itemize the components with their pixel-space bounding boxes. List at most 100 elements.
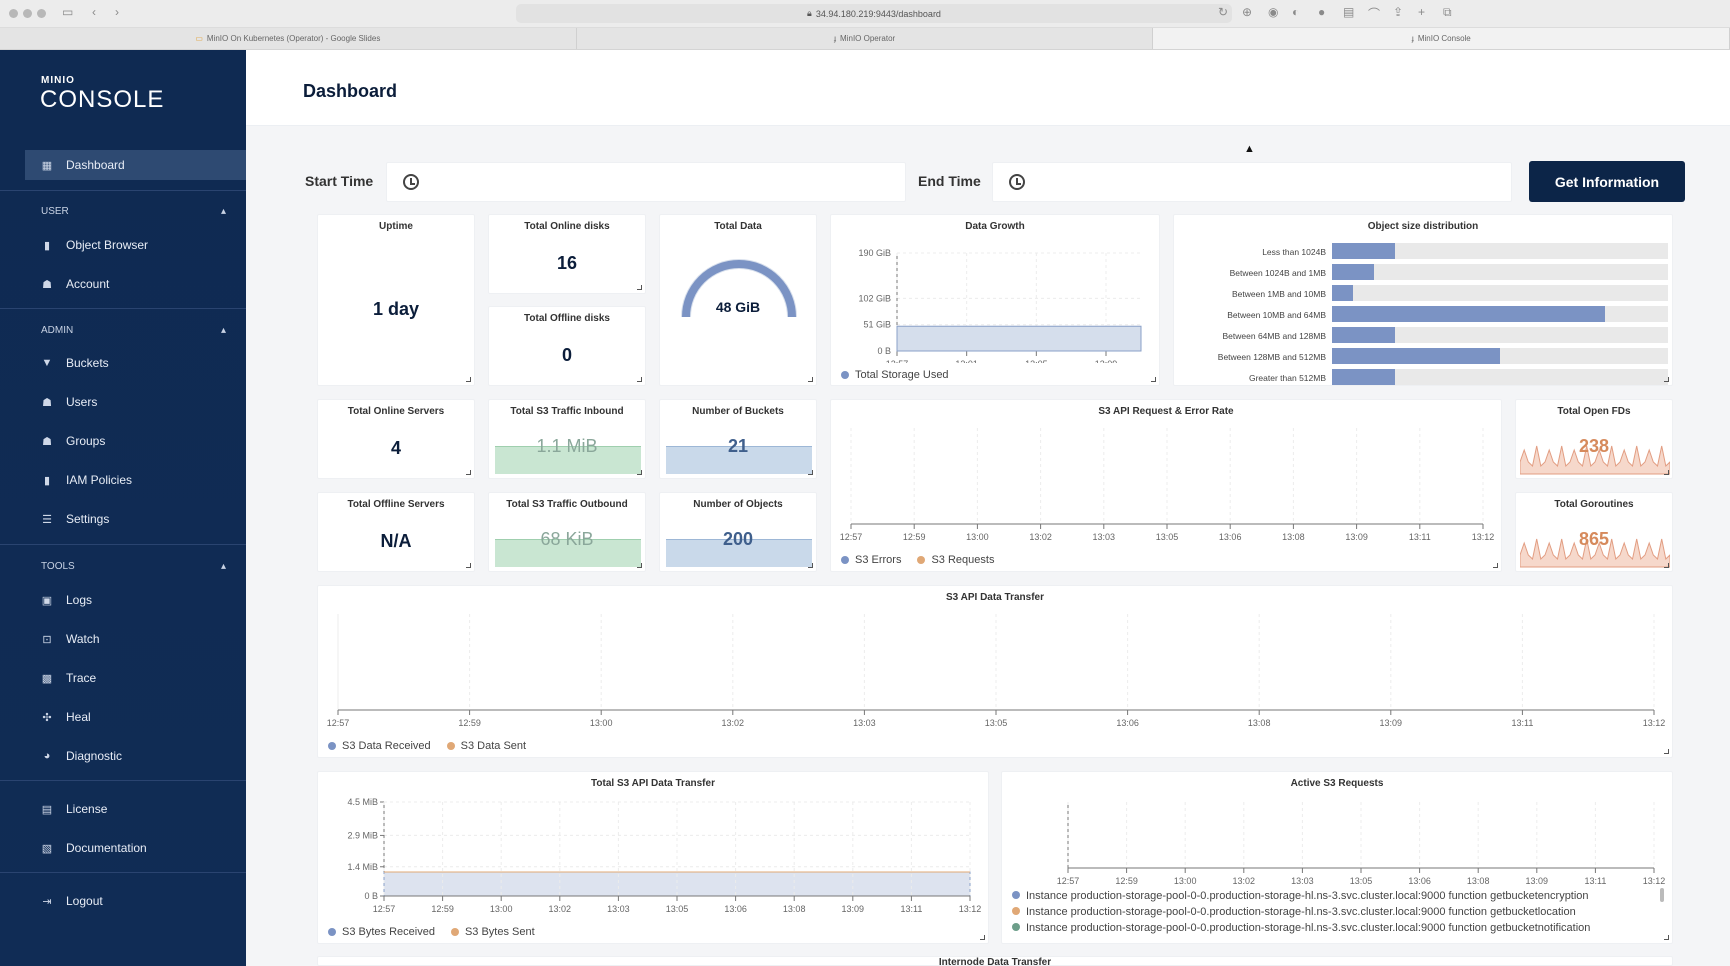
sidebar-item-diagnostic[interactable]: ◕ Diagnostic [25, 741, 246, 771]
sidebar: MINIO CONSOLE ▦ Dashboard USER ▴ ▮ Object … [0, 50, 246, 966]
section-admin[interactable]: ADMIN ▴ [41, 325, 226, 336]
data-growth-card: Data Growth 190 GiB 102 GiB 51 GiB 0 B 12:57… [830, 214, 1160, 386]
resize-handle[interactable] [466, 563, 471, 568]
legend-item[interactable]: S3 Data Received [328, 740, 431, 752]
download-icon[interactable]: ⊕ [1242, 5, 1253, 19]
file-icon: ▮ [43, 239, 51, 252]
card-title: Total Online Servers [347, 406, 445, 417]
groups-icon: ☗ [42, 435, 52, 448]
active-requests-card: Active S3 Requests 12:57 12:59 13:00 13:02 1… [1001, 771, 1673, 944]
sidebar-item-groups[interactable]: ☗ Groups [25, 426, 246, 456]
extension-icon[interactable]: ⌒ [1368, 7, 1381, 21]
resize-handle[interactable] [466, 470, 471, 475]
sidebar-item-object-browser[interactable]: ▮ Object Browser [25, 230, 246, 260]
x-tick-label: 13:05 [985, 718, 1008, 728]
sidebar-item-trace[interactable]: ▩ Trace [41, 671, 97, 685]
resize-handle[interactable] [808, 563, 813, 568]
x-tick-label: 13:02 [1233, 876, 1256, 886]
extension-icon[interactable]: ● [1318, 5, 1326, 19]
bar [1332, 306, 1605, 322]
x-tick-label: 12:59 [1115, 876, 1138, 886]
section-user[interactable]: USER ▴ [41, 206, 226, 217]
legend-item[interactable]: S3 Data Sent [446, 740, 526, 752]
browser-titlebar: ▭ ‹ › 🔒︎ 34.94.180.219:9443/dashboard ↻ … [0, 0, 1730, 28]
close-window-dot[interactable] [9, 9, 18, 18]
extension-icon[interactable]: ◉ [1268, 5, 1279, 19]
x-tick-label: 12:59 [458, 718, 481, 728]
sidebar-item-dashboard[interactable]: ▦ Dashboard [25, 150, 246, 180]
sidebar-toggle-icon[interactable]: ▭ [62, 5, 74, 19]
section-tools[interactable]: TOOLS ▴ [41, 561, 226, 572]
tab-google-slides[interactable]: ▭ MinIO On Kubernetes (Operator) - Google… [0, 28, 577, 49]
x-tick-label: 12:57 [886, 359, 909, 363]
end-time-input[interactable] [992, 162, 1512, 202]
minimize-window-dot[interactable] [23, 9, 32, 18]
resize-handle[interactable] [637, 563, 642, 568]
new-tab-icon[interactable]: + [1418, 5, 1426, 19]
resize-handle[interactable] [1493, 563, 1498, 568]
resize-handle[interactable] [1664, 935, 1669, 940]
card-title: Active S3 Requests [1290, 778, 1384, 789]
notes-icon[interactable]: ▤ [1343, 5, 1355, 19]
resize-handle[interactable] [1664, 749, 1669, 754]
y-tick-label: 2.9 MiB [347, 830, 378, 840]
start-time-input[interactable] [386, 162, 906, 202]
resize-handle[interactable] [466, 377, 471, 382]
legend-item[interactable]: Instance production-storage-pool-0-0.pro… [1012, 904, 1590, 920]
address-bar[interactable]: 🔒︎ 34.94.180.219:9443/dashboard [516, 4, 1232, 23]
sidebar-item-heal[interactable]: ✣ Heal [25, 702, 246, 732]
zoom-window-dot[interactable] [37, 9, 46, 18]
category-label: Less than 1024B [1262, 247, 1326, 257]
resize-handle[interactable] [637, 377, 642, 382]
resize-handle[interactable] [1664, 470, 1669, 475]
sidebar-item-logs[interactable]: ▣ Logs [41, 593, 93, 607]
legend-item[interactable]: Instance production-storage-pool-0-0.pro… [1012, 888, 1590, 904]
legend-item[interactable]: Instance production-storage-pool-0-0.pro… [1012, 920, 1590, 936]
legend-item[interactable]: S3 Bytes Sent [450, 926, 535, 938]
resize-handle[interactable] [1664, 377, 1669, 382]
sidebar-item-settings[interactable]: ☰ Settings [25, 504, 246, 534]
sidebar-item-license[interactable]: ▤ License [41, 802, 108, 816]
legend-item[interactable]: S3 Requests [917, 554, 994, 566]
legend-item[interactable]: S3 Bytes Received [328, 926, 435, 938]
sidebar-item-watch[interactable]: ⊡ Watch [25, 624, 246, 654]
tab-minio-operator[interactable]: ɟ MinIO Operator [577, 28, 1154, 49]
sidebar-item-buckets[interactable]: ▼ Buckets [41, 356, 109, 370]
x-tick-label: 13:02 [722, 718, 745, 728]
diagnostic-icon: ◕ [43, 750, 51, 762]
sidebar-item-account[interactable]: ☗ Account [25, 269, 246, 299]
goroutines-card: Total Goroutines 865 [1515, 492, 1673, 572]
tabs-overview-icon[interactable]: ⧉ [1443, 5, 1452, 19]
documentation-icon: ▧ [41, 842, 53, 855]
back-icon[interactable]: ‹ [92, 5, 96, 19]
total-data-transfer-card: Total S3 API Data Transfer 4.5 MiB 2.9 Mi… [317, 771, 989, 944]
sidebar-item-documentation[interactable]: ▧ Documentation [41, 841, 147, 855]
resize-handle[interactable] [1151, 377, 1156, 382]
sparkline-area [1520, 538, 1670, 568]
resize-handle[interactable] [808, 377, 813, 382]
sidebar-item-users[interactable]: ☗ Users [25, 387, 246, 417]
storage-area [896, 325, 1142, 352]
resize-handle[interactable] [980, 935, 985, 940]
category-label: Between 1MB and 10MB [1232, 289, 1326, 299]
shield-icon[interactable]: ◐ [1292, 5, 1300, 19]
legend-item[interactable]: Total Storage Used [841, 369, 949, 381]
legend-scrollbar[interactable] [1660, 888, 1664, 902]
get-information-button[interactable]: Get Information [1529, 161, 1685, 202]
resize-handle[interactable] [637, 285, 642, 290]
resize-handle[interactable] [808, 470, 813, 475]
sidebar-item-iam-policies[interactable]: ▮ IAM Policies [25, 465, 246, 495]
sidebar-item-logout[interactable]: ⇥ Logout [25, 886, 246, 916]
card-title: Number of Objects [693, 499, 783, 510]
tab-minio-console[interactable]: ɟ MinIO Console [1153, 28, 1730, 49]
reload-icon[interactable]: ↻ [1218, 5, 1229, 19]
x-tick-label: 13:06 [1116, 718, 1139, 728]
divider [0, 544, 246, 545]
legend-dot [917, 556, 926, 564]
resize-handle[interactable] [1664, 563, 1669, 568]
legend-item[interactable]: S3 Errors [841, 554, 901, 566]
resize-handle[interactable] [637, 470, 642, 475]
forward-icon[interactable]: › [115, 5, 119, 19]
share-icon[interactable]: ⇪ [1393, 5, 1404, 19]
chevron-up-icon: ▴ [220, 325, 226, 336]
